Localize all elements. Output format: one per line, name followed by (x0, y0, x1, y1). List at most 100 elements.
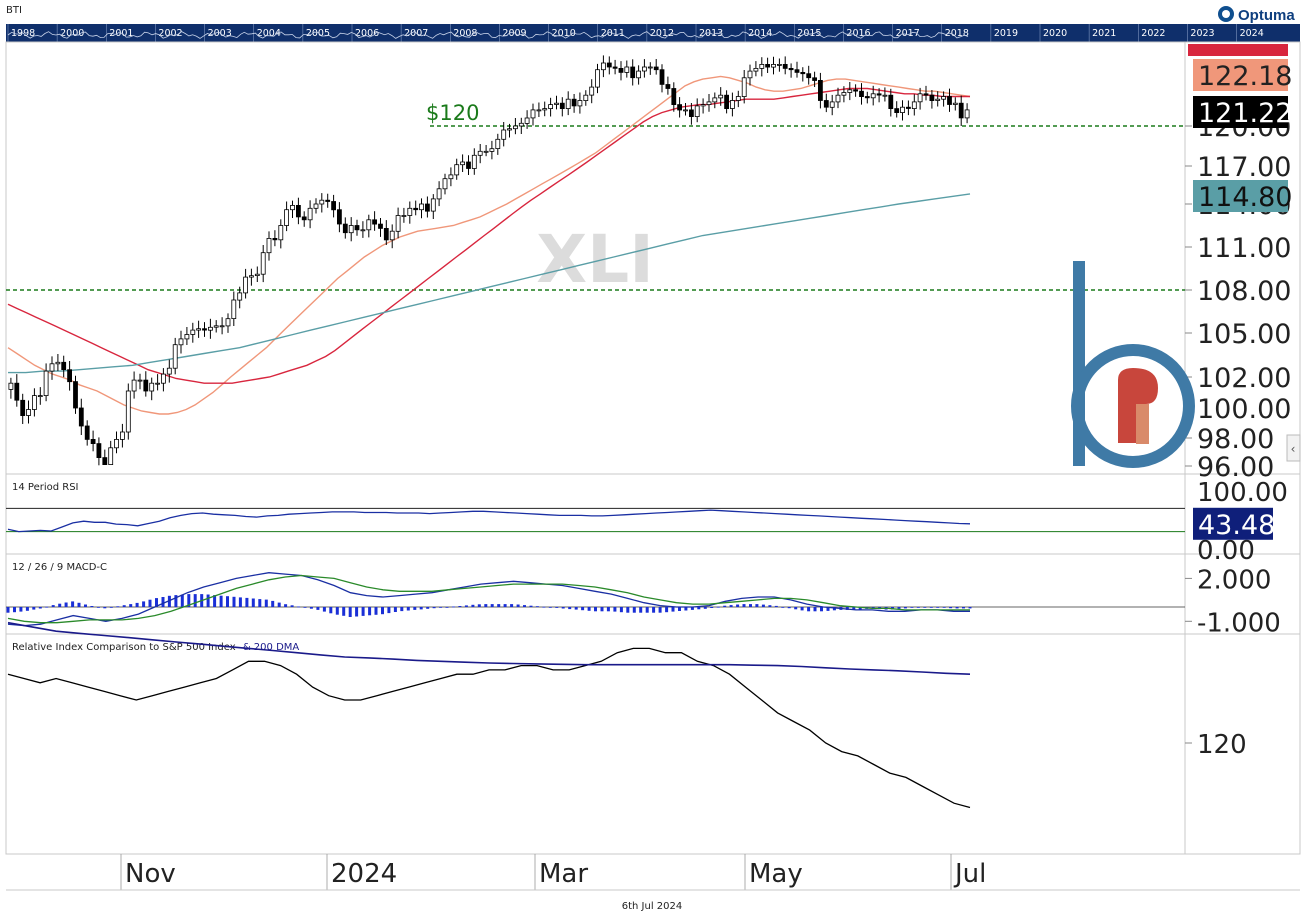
timeline-year: 2016 (846, 28, 870, 39)
candle-body (911, 101, 917, 110)
candle-body (96, 443, 102, 459)
candle-body (172, 344, 178, 369)
macd-histogram-bar (232, 596, 236, 607)
macd-histogram-bar (755, 604, 759, 607)
sma_long-tag (1193, 180, 1288, 212)
macd-histogram-bar (942, 607, 946, 608)
macd-histogram-bar (25, 607, 29, 611)
price-tick-label: 108.00 (1197, 276, 1291, 307)
candle-body (114, 438, 119, 449)
candle-body (424, 203, 430, 212)
candle-body (395, 215, 401, 232)
timeline-year: 2005 (306, 28, 330, 39)
candle-body (149, 382, 155, 392)
x-tick-label: Mar (539, 859, 588, 889)
macd-histogram-bar (949, 607, 953, 609)
macd-histogram-bar (245, 597, 249, 607)
macd-histogram-bar (729, 605, 733, 607)
macd-histogram-bar (116, 606, 120, 608)
macd-histogram-bar (916, 607, 920, 608)
macd-histogram-bar (820, 607, 823, 612)
macd-histogram-bar (96, 607, 100, 608)
candle-body (354, 225, 360, 231)
candle-body (389, 230, 395, 241)
macd-histogram-bar (723, 605, 727, 607)
rsi-tick-label: 100.00 (1197, 478, 1288, 508)
candle-body (430, 198, 436, 212)
watermark: XLI (536, 221, 654, 298)
rsi-last-tag (1193, 507, 1273, 540)
macd-histogram-bar (858, 607, 862, 610)
macd-histogram-bar (561, 607, 565, 609)
macd-histogram-bar (832, 607, 836, 611)
candle-body (601, 62, 606, 71)
candle-body (407, 207, 413, 216)
macd-histogram-bar (716, 606, 720, 608)
candle-body (507, 128, 512, 131)
macd-histogram-bar (749, 604, 752, 607)
candle-body (923, 93, 929, 96)
candle-body (888, 94, 894, 109)
macd-title: 12 / 26 / 9 MACD-C (12, 562, 107, 573)
x-tick-label: Jul (953, 859, 986, 889)
candle-body (642, 66, 647, 72)
candle-body (847, 89, 853, 93)
price-candles (8, 55, 970, 466)
candle-body (495, 138, 501, 150)
timeline-strip[interactable] (6, 24, 1300, 42)
candle-body (800, 72, 806, 75)
candle-body (565, 98, 571, 109)
candle-body (812, 77, 817, 81)
candle-body (37, 395, 43, 398)
macd-histogram-bar (38, 607, 42, 609)
macd-histogram-bar (406, 607, 410, 611)
x-tick-label: Nov (125, 859, 176, 889)
candle-body (818, 80, 823, 101)
macd-histogram-bar (419, 607, 423, 610)
macd-histogram-bar (626, 607, 630, 613)
candle-body (513, 125, 518, 130)
candle-body (32, 395, 37, 410)
macd-histogram-bar (109, 607, 113, 608)
candle-body (466, 161, 471, 169)
macd-histogram-bar (516, 604, 520, 607)
candle-body (237, 292, 243, 301)
macd-histogram-bar (426, 607, 430, 609)
candle-body (829, 101, 835, 108)
macd-line (7, 572, 970, 627)
footer-date: 6th Jul 2024 (622, 901, 683, 912)
optuma-logo: Optuma (1218, 6, 1295, 24)
candle-body (882, 94, 888, 97)
macd-histogram-bar (32, 607, 36, 610)
price-tick-label: 102.00 (1197, 363, 1291, 394)
candle-body (178, 338, 184, 346)
candle-body (166, 367, 172, 375)
macd-histogram-bar (142, 601, 146, 607)
candle-body (900, 106, 905, 113)
macd-histogram-bar (193, 594, 197, 607)
macd-histogram-bar (361, 607, 365, 616)
candle-body (43, 370, 49, 397)
timeline-year: 2022 (1141, 28, 1165, 39)
macd-histogram-bar (6, 607, 10, 613)
candle-body (782, 64, 788, 69)
candle-body (559, 102, 565, 109)
candle-body (460, 161, 466, 166)
rsi-tick-label: 0.00 (1197, 536, 1255, 566)
macd-histogram-bar (219, 595, 223, 607)
sma_long-line (8, 193, 971, 374)
macd-histogram-bar (787, 607, 791, 609)
macd-histogram-bar (484, 604, 488, 607)
candle-body (372, 219, 378, 225)
macd-histogram-bar (529, 605, 533, 607)
candle-body (777, 64, 782, 66)
timeline-year: 2002 (158, 28, 182, 39)
candle-body (941, 96, 946, 100)
collapse-handle[interactable]: ‹ (1286, 434, 1301, 462)
macd-histogram-bar (271, 600, 275, 607)
timeline-year: 2017 (896, 28, 920, 39)
symbol-label: BTI (6, 5, 22, 16)
macd-histogram-bar (652, 607, 656, 613)
macd-tick-label: -1.000 (1197, 608, 1281, 638)
candle-body (202, 328, 207, 331)
